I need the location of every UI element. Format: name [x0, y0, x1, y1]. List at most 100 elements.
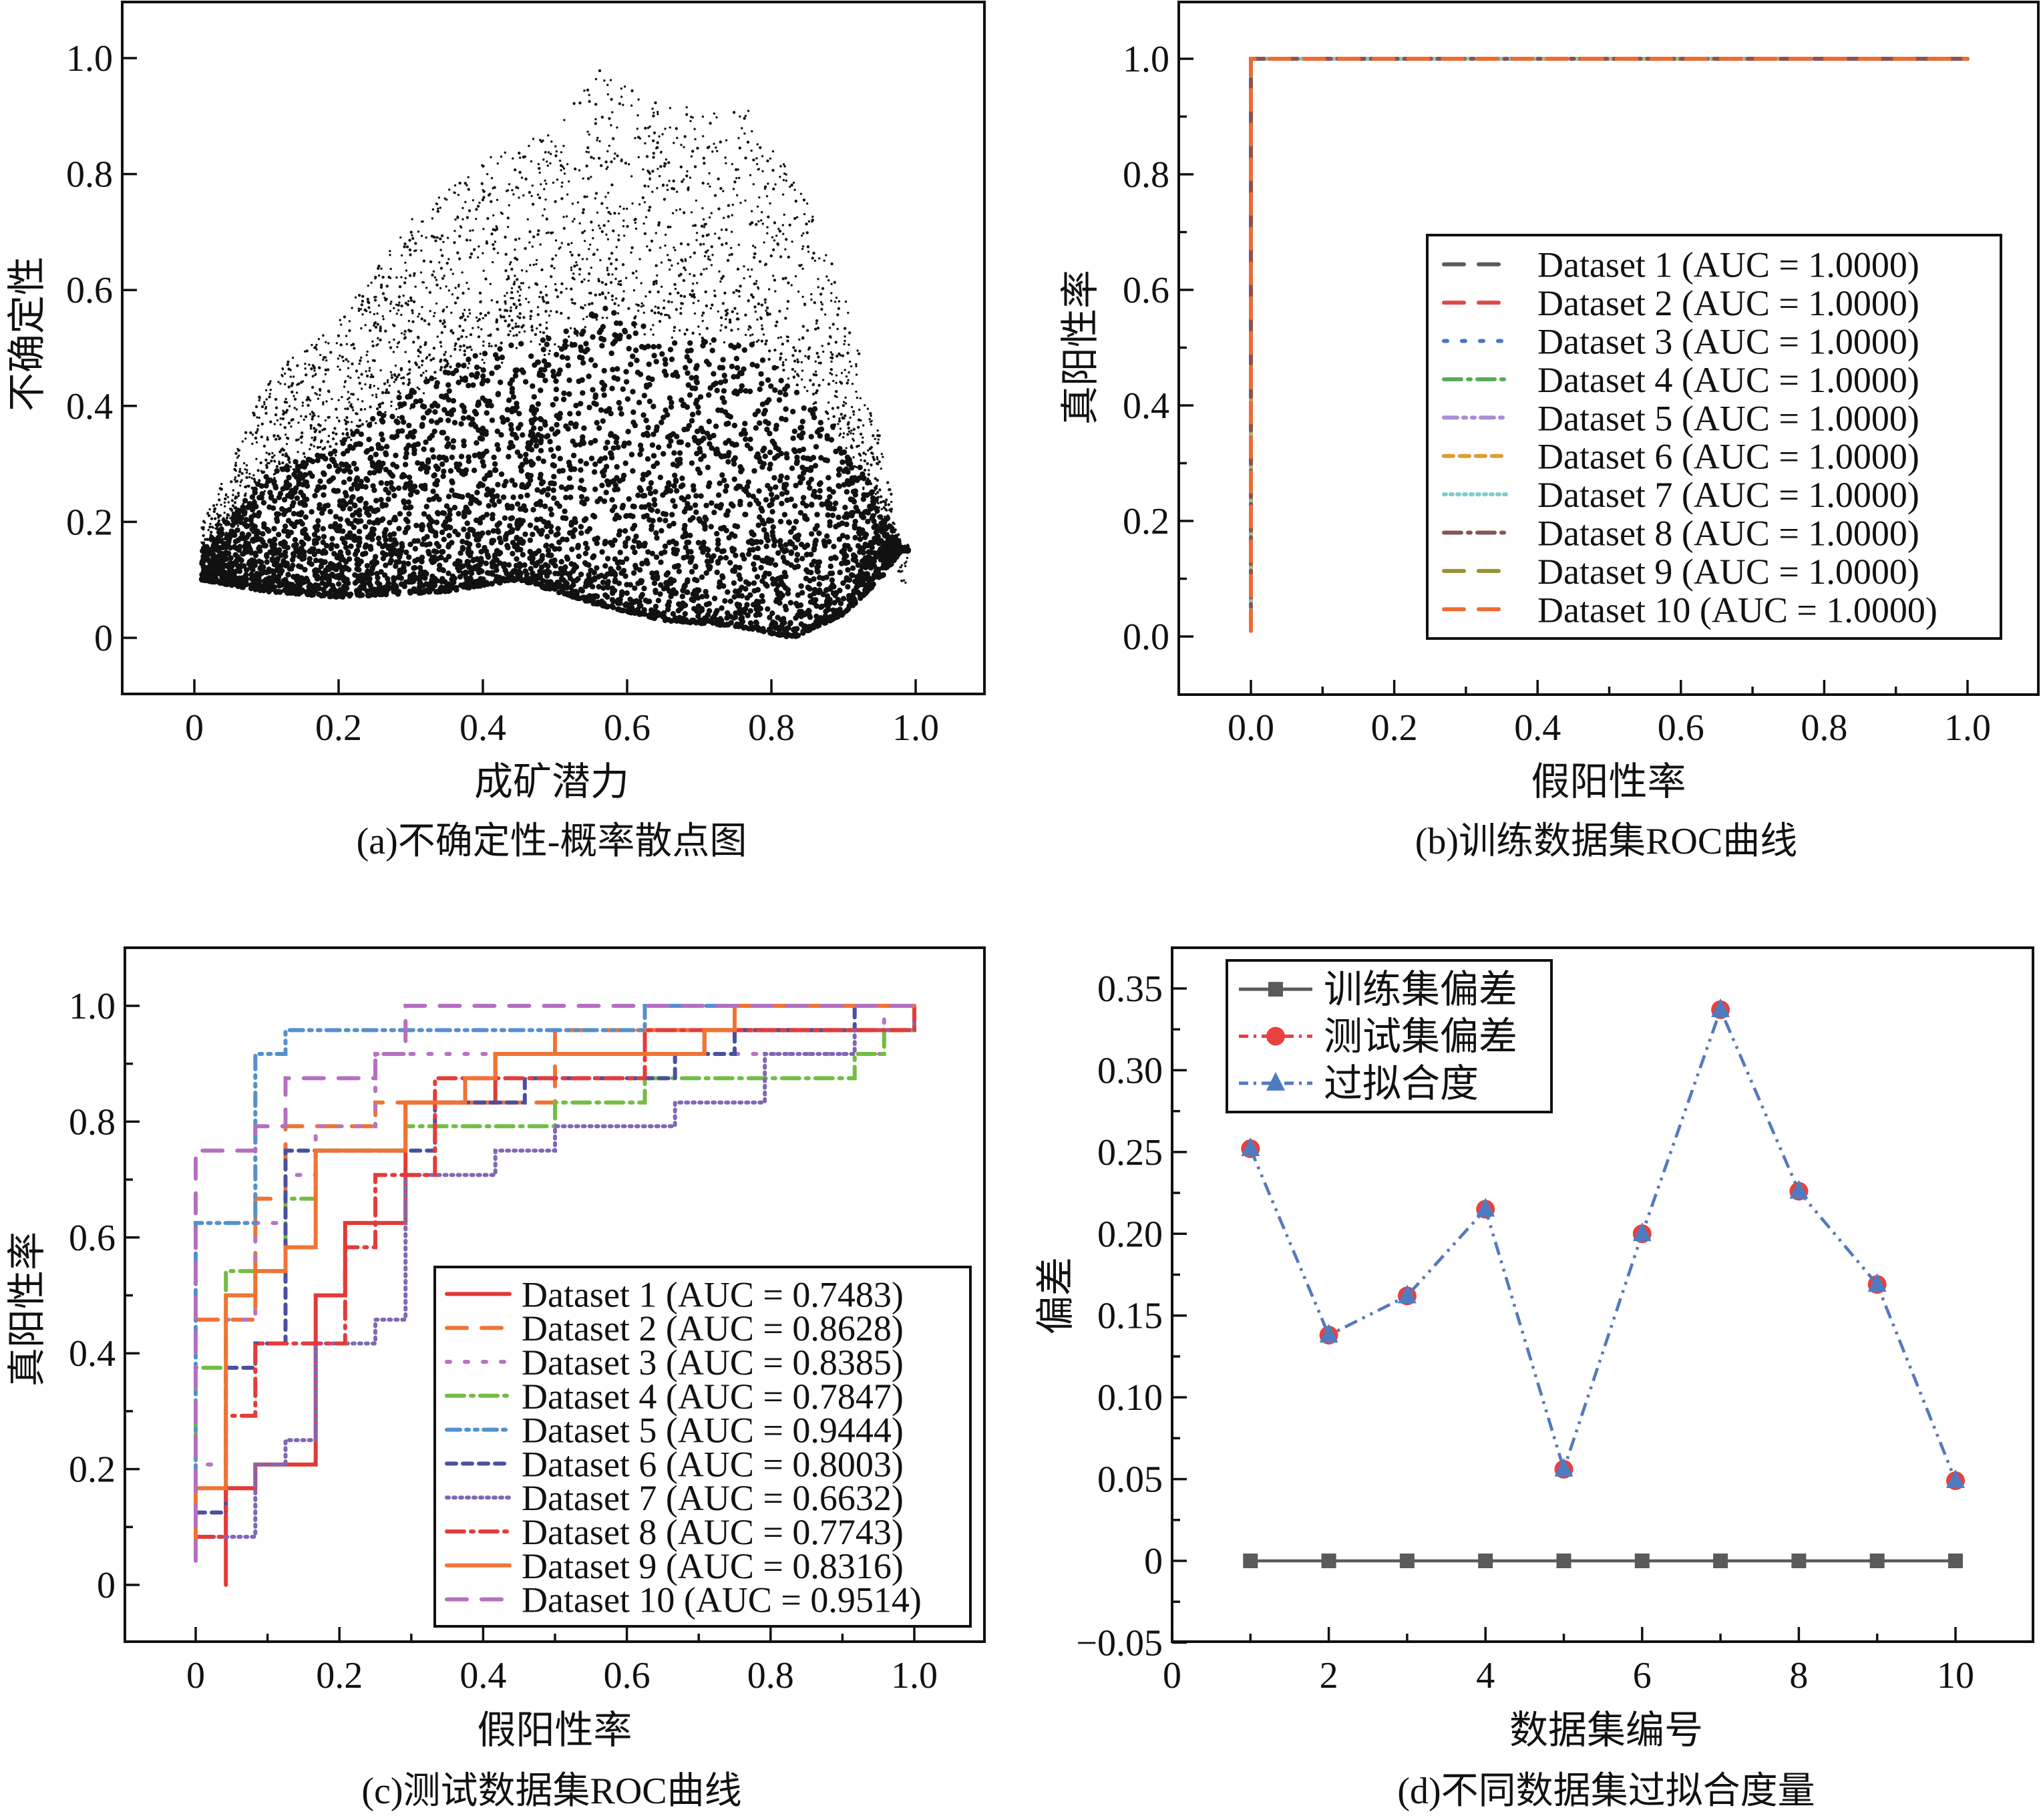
y-tick-label: 0.30 — [1097, 1050, 1163, 1091]
axes: 0.0 0.2 0.4 0.6 0.8 1.0 0.0 0.2 0.4 0.6 0.8 1.0 — [1123, 39, 1991, 749]
legend-label: Dataset 4 (AUC = 0.7847) — [522, 1377, 904, 1417]
legend-item: Dataset 8 (AUC = 0.7743) — [445, 1512, 904, 1552]
legend-item: Dataset 3 (AUC = 0.8385) — [445, 1342, 904, 1383]
y-tick-label: 0.6 — [66, 270, 113, 311]
legend-item: Dataset 8 (AUC = 1.0000) — [1442, 514, 1919, 554]
data-point-square — [1321, 1554, 1336, 1568]
data-point-triangle — [1711, 998, 1730, 1017]
y-tick-label: 0 — [97, 1565, 116, 1606]
legend-item: Dataset 3 (AUC = 1.0000) — [1442, 322, 1919, 362]
x-tick-label: 0.6 — [604, 1655, 651, 1696]
y-tick-label: 0.10 — [1097, 1377, 1163, 1419]
x-axis-label: 假阳性率 — [1531, 760, 1686, 803]
y-tick-label: 0.8 — [66, 154, 113, 196]
legend-item: 过拟合度 — [1239, 1062, 1479, 1105]
y-tick-label: 0.25 — [1097, 1132, 1163, 1173]
legend-square-marker — [1268, 982, 1283, 997]
panel-d-overfitting: 0 2 4 6 8 10−0.0500.050.100.150.200.250.300.3… — [1034, 946, 2034, 1812]
x-tick-label: 0.2 — [1371, 707, 1418, 749]
roc-lines — [194, 1004, 916, 1587]
x-tick-label: 10 — [1937, 1655, 1974, 1696]
x-tick-label: 4 — [1476, 1655, 1495, 1696]
data-point-square — [1791, 1554, 1807, 1568]
data-point-square — [1634, 1554, 1650, 1568]
x-tick-label: 0 — [185, 707, 204, 749]
legend-label: 训练集偏差 — [1324, 968, 1517, 1011]
panel-caption: (c)测试数据集ROC曲线 — [361, 1771, 741, 1812]
x-tick-label: 0.0 — [1228, 707, 1274, 749]
series-3 — [1241, 998, 1965, 1489]
legend-label: Dataset 3 (AUC = 1.0000) — [1537, 322, 1919, 362]
x-axis-label: 假阳性率 — [477, 1708, 632, 1752]
legend-label: Dataset 8 (AUC = 0.7743) — [522, 1512, 904, 1552]
roc-curve-dataset-10 — [194, 1004, 916, 1563]
legend-label: Dataset 6 (AUC = 0.8003) — [522, 1444, 904, 1484]
scatter-sparse-points — [200, 77, 910, 584]
x-tick-label: 0.6 — [1658, 707, 1704, 749]
legend-item: Dataset 7 (AUC = 1.0000) — [1442, 475, 1919, 515]
panel-caption: (a)不确定性-概率散点图 — [357, 821, 747, 862]
series-1 — [1243, 1554, 1963, 1568]
legend-item: Dataset 2 (AUC = 1.0000) — [1442, 283, 1919, 323]
y-tick-label: 0.35 — [1097, 968, 1163, 1010]
legend: Dataset 1 (AUC = 0.7483)Dataset 2 (AUC =… — [433, 1266, 972, 1628]
y-tick-label: 1.0 — [66, 38, 113, 79]
data-point-square — [1869, 1554, 1885, 1568]
data-point-square — [1478, 1554, 1493, 1568]
legend-label: Dataset 2 (AUC = 0.8628) — [522, 1308, 904, 1348]
data-point-triangle — [1241, 1137, 1260, 1156]
y-tick-label: 0.2 — [1123, 501, 1169, 542]
data-point-square — [1243, 1554, 1258, 1568]
legend-label: 测试集偏差 — [1324, 1015, 1517, 1059]
legend-label: 过拟合度 — [1324, 1062, 1479, 1105]
data-point-square — [1556, 1554, 1571, 1568]
x-tick-label: 0.2 — [315, 707, 362, 749]
x-tick-label: 0.4 — [459, 707, 506, 749]
legend-label: Dataset 9 (AUC = 1.0000) — [1537, 552, 1919, 592]
x-tick-label: 0.8 — [747, 1655, 794, 1696]
y-axis-label: 真阳性率 — [1059, 270, 1102, 425]
data-point-triangle — [1632, 1222, 1652, 1242]
legend-label: Dataset 7 (AUC = 1.0000) — [1537, 475, 1919, 515]
x-axis-label: 成矿潜力 — [474, 760, 629, 803]
y-tick-label: 0 — [94, 618, 113, 659]
legend-item: Dataset 1 (AUC = 0.7483) — [445, 1274, 904, 1314]
y-tick-label: 0.8 — [1123, 154, 1169, 196]
y-tick-label: 0.4 — [1123, 385, 1169, 427]
legend-label: Dataset 7 (AUC = 0.6632) — [522, 1478, 904, 1518]
legend-item: Dataset 4 (AUC = 1.0000) — [1442, 360, 1919, 400]
y-tick-label: 0.6 — [1123, 270, 1169, 311]
roc-curve-dataset-10 — [1249, 57, 1970, 633]
legend-item: Dataset 10 (AUC = 0.9514) — [445, 1580, 922, 1620]
x-tick-label: 0.8 — [1801, 707, 1847, 749]
panel-c-test-roc: 0 0.2 0.4 0.6 0.8 1.0 0 0.2 0.4 0.6 0.8 1.0 Dataset… — [5, 946, 986, 1812]
panel-a-scatter: 0 0.2 0.4 0.6 0.8 1.0 0 0.2 0.4 0.6 0.8 1.0 成矿潜力 不确… — [5, 1, 986, 862]
legend-item: Dataset 6 (AUC = 0.8003) — [445, 1444, 904, 1484]
x-tick-label: 0 — [186, 1655, 205, 1696]
y-tick-label: −0.05 — [1076, 1622, 1163, 1664]
data-point-square — [1713, 1554, 1728, 1568]
legend-item: Dataset 10 (AUC = 1.0000) — [1442, 590, 1937, 630]
legend-item: Dataset 2 (AUC = 0.8628) — [445, 1308, 904, 1348]
x-axis-label: 数据集编号 — [1509, 1708, 1703, 1752]
legend-box — [1426, 234, 2002, 640]
y-tick-label: 0.4 — [69, 1333, 116, 1375]
legend-item: Dataset 4 (AUC = 0.7847) — [445, 1377, 904, 1417]
axes: 0 0.2 0.4 0.6 0.8 1.0 0 0.2 0.4 0.6 0.8 1.0 — [66, 38, 939, 749]
legend-label: Dataset 1 (AUC = 1.0000) — [1537, 245, 1919, 285]
scatter-dense-core — [198, 69, 912, 640]
x-tick-label: 1.0 — [891, 1655, 938, 1696]
roc-lines — [1249, 57, 1970, 633]
x-tick-label: 6 — [1633, 1655, 1652, 1696]
legend-circle-marker — [1266, 1027, 1285, 1046]
roc-curve-dataset-5 — [194, 1004, 916, 1563]
axes: 0 2 4 6 8 10−0.0500.050.100.150.200.250.300.3… — [1076, 968, 1974, 1696]
data-point-triangle — [1319, 1324, 1338, 1343]
y-axis-label: 不确定性 — [5, 256, 49, 411]
legend-triangle-marker — [1266, 1071, 1285, 1091]
y-axis-label: 真阳性率 — [5, 1232, 49, 1387]
panel-b-train-roc: 0.0 0.2 0.4 0.6 0.8 1.0 0.0 0.2 0.4 0.6 0.8 1.0 Dat… — [1059, 1, 2040, 862]
plot-frame — [1171, 946, 2034, 1643]
roc-curve-dataset-8 — [194, 1004, 916, 1539]
